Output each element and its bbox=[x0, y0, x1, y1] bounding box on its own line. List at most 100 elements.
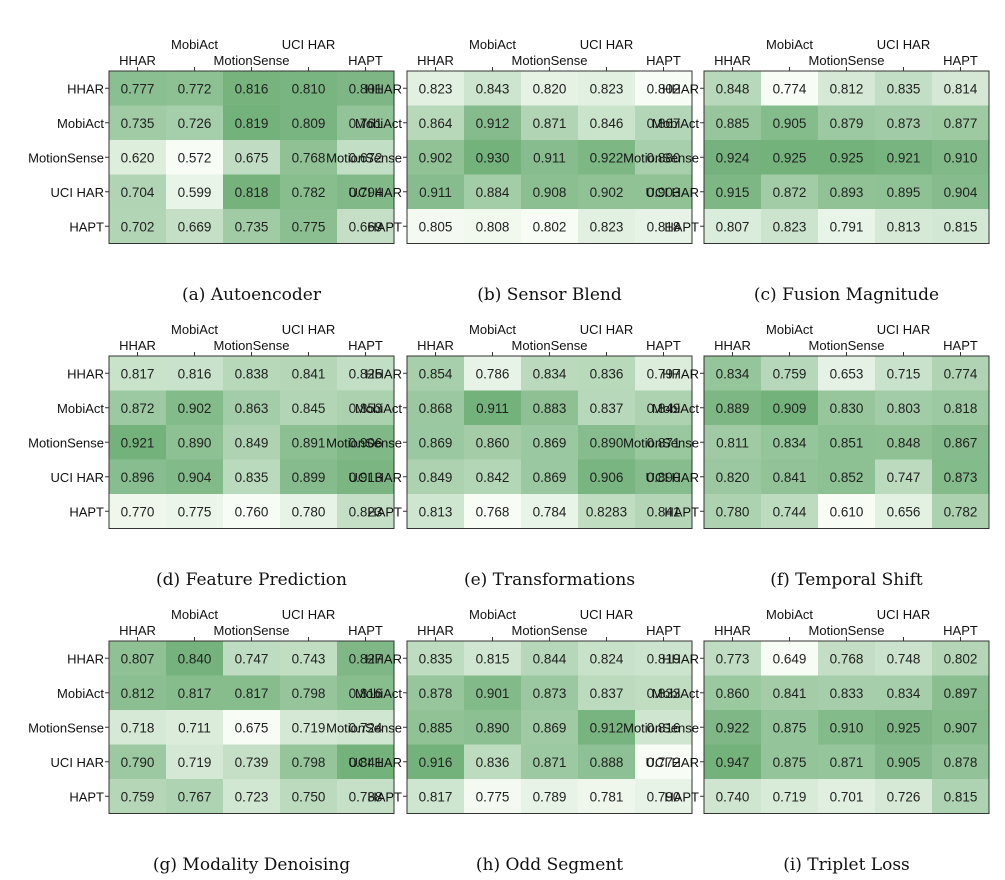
heatmap-svg: 0.773 0.649 0.768 0.748 0.802 0.860 0.841 0.833… bbox=[623, 607, 990, 814]
heatmap-cell bbox=[578, 71, 635, 106]
heatmap-cell bbox=[407, 494, 464, 529]
cell-value-label: 0.740 bbox=[716, 789, 750, 804]
y-tick-label: HAPT bbox=[664, 789, 699, 804]
heatmap-cell bbox=[704, 425, 761, 460]
x-tick-label: HAPT bbox=[943, 338, 978, 353]
x-tick-label: UCI HAR bbox=[877, 37, 930, 52]
cell-value-label: 0.875 bbox=[773, 755, 807, 770]
heatmap-cell bbox=[761, 390, 818, 425]
cell-value-label: 0.653 bbox=[830, 366, 864, 381]
cell-value-label: 0.897 bbox=[944, 686, 978, 701]
y-tick-label: HHAR bbox=[67, 366, 104, 381]
cell-value-label: 0.805 bbox=[419, 219, 453, 234]
heatmap-cell bbox=[166, 425, 223, 460]
heatmap-panel: 0.854 0.786 0.834 0.836 0.797 0.868 0.911 0.883… bbox=[303, 315, 693, 595]
cell-value-label: 0.768 bbox=[830, 651, 864, 666]
heatmap-cell bbox=[578, 174, 635, 209]
heatmap-cell bbox=[818, 209, 875, 244]
heatmap-cell bbox=[578, 105, 635, 140]
heatmap-cell bbox=[223, 459, 280, 494]
cell-value-label: 0.775 bbox=[178, 504, 212, 519]
cell-value-label: 0.922 bbox=[590, 150, 624, 165]
heatmap-cell bbox=[223, 390, 280, 425]
cell-value-label: 0.912 bbox=[476, 116, 510, 131]
heatmap-cell bbox=[761, 425, 818, 460]
heatmap-cell bbox=[109, 390, 166, 425]
cell-value-label: 0.744 bbox=[773, 504, 807, 519]
cell-value-label: 0.833 bbox=[830, 686, 864, 701]
heatmap-cell bbox=[280, 779, 337, 814]
cell-value-label: 0.890 bbox=[178, 435, 212, 450]
cell-value-label: 0.723 bbox=[235, 789, 269, 804]
cell-value-label: 0.922 bbox=[716, 720, 750, 735]
x-tick-label: UCI HAR bbox=[282, 322, 335, 337]
heatmap-cell bbox=[932, 710, 989, 745]
x-tick-label: MotionSense bbox=[214, 53, 290, 68]
cell-value-label: 0.818 bbox=[647, 219, 681, 234]
y-tick-label: MotionSense bbox=[326, 720, 402, 735]
heatmap-cell bbox=[223, 675, 280, 710]
heatmap-cell bbox=[166, 356, 223, 391]
heatmap-cell bbox=[875, 710, 932, 745]
cell-value-label: 0.817 bbox=[178, 686, 212, 701]
heatmap-panel: 0.817 0.816 0.838 0.841 0.825 0.872 0.902 0.863… bbox=[5, 315, 395, 595]
x-tick-label: UCI HAR bbox=[877, 322, 930, 337]
cell-value-label: 0.903 bbox=[647, 185, 681, 200]
heatmap-cell bbox=[521, 459, 578, 494]
cell-value-label: 0.905 bbox=[773, 116, 807, 131]
heatmap-cell bbox=[223, 641, 280, 676]
heatmap-cell bbox=[761, 744, 818, 779]
heatmap-cell bbox=[223, 140, 280, 175]
cell-value-label: 0.871 bbox=[533, 116, 567, 131]
cell-value-label: 0.860 bbox=[476, 435, 510, 450]
heatmap-cell bbox=[761, 641, 818, 676]
subfigure-caption: (i) Triplet Loss bbox=[783, 855, 910, 875]
y-tick-label: UCI HAR bbox=[349, 470, 402, 485]
heatmap-cell bbox=[761, 459, 818, 494]
y-tick-label: MobiAct bbox=[355, 686, 402, 701]
cell-value-label: 0.883 bbox=[533, 401, 567, 416]
cell-value-label: 0.739 bbox=[235, 755, 269, 770]
x-tick-label: MobiAct bbox=[469, 322, 516, 337]
heatmap-cell bbox=[223, 174, 280, 209]
subfigure-caption: (c) Fusion Magnitude bbox=[753, 285, 940, 305]
y-tick-label: HHAR bbox=[662, 651, 699, 666]
heatmap-cell bbox=[166, 641, 223, 676]
cell-value-label: 0.889 bbox=[716, 401, 750, 416]
cell-value-label: 0.767 bbox=[178, 789, 212, 804]
cell-value-label: 0.738 bbox=[349, 789, 383, 804]
cell-value-label: 0.849 bbox=[235, 435, 269, 450]
heatmap-cell bbox=[166, 744, 223, 779]
cell-value-label: 0.823 bbox=[349, 504, 383, 519]
heatmap-cell bbox=[109, 425, 166, 460]
cell-value-label: 0.827 bbox=[349, 651, 383, 666]
cell-value-label: 0.841 bbox=[773, 686, 807, 701]
cell-value-label: 0.599 bbox=[178, 185, 212, 200]
cell-value-label: 0.878 bbox=[419, 686, 453, 701]
cell-value-label: 0.823 bbox=[590, 81, 624, 96]
heatmap-cell bbox=[818, 459, 875, 494]
heatmap-cell bbox=[407, 641, 464, 676]
cell-value-label: 0.816 bbox=[647, 720, 681, 735]
cell-value-label: 0.816 bbox=[235, 81, 269, 96]
heatmap-cell bbox=[223, 425, 280, 460]
heatmap-cell bbox=[109, 140, 166, 175]
cell-value-label: 0.817 bbox=[121, 366, 155, 381]
cell-value-label: 0.873 bbox=[944, 470, 978, 485]
cell-value-label: 0.890 bbox=[647, 470, 681, 485]
y-tick-label: MotionSense bbox=[28, 720, 104, 735]
heatmap-cell bbox=[521, 140, 578, 175]
y-tick-label: MotionSense bbox=[28, 150, 104, 165]
x-tick-label: UCI HAR bbox=[580, 37, 633, 52]
heatmap-cell bbox=[280, 425, 337, 460]
heatmap-cell bbox=[521, 71, 578, 106]
heatmap-cell bbox=[521, 425, 578, 460]
x-tick-label: HHAR bbox=[714, 623, 751, 638]
heatmap-cell bbox=[337, 459, 394, 494]
y-tick-label: UCI HAR bbox=[646, 470, 699, 485]
y-tick-label: HAPT bbox=[367, 789, 402, 804]
heatmap-cell bbox=[875, 105, 932, 140]
x-tick-label: HHAR bbox=[714, 338, 751, 353]
heatmap-cell bbox=[578, 675, 635, 710]
heatmap-cell bbox=[280, 459, 337, 494]
